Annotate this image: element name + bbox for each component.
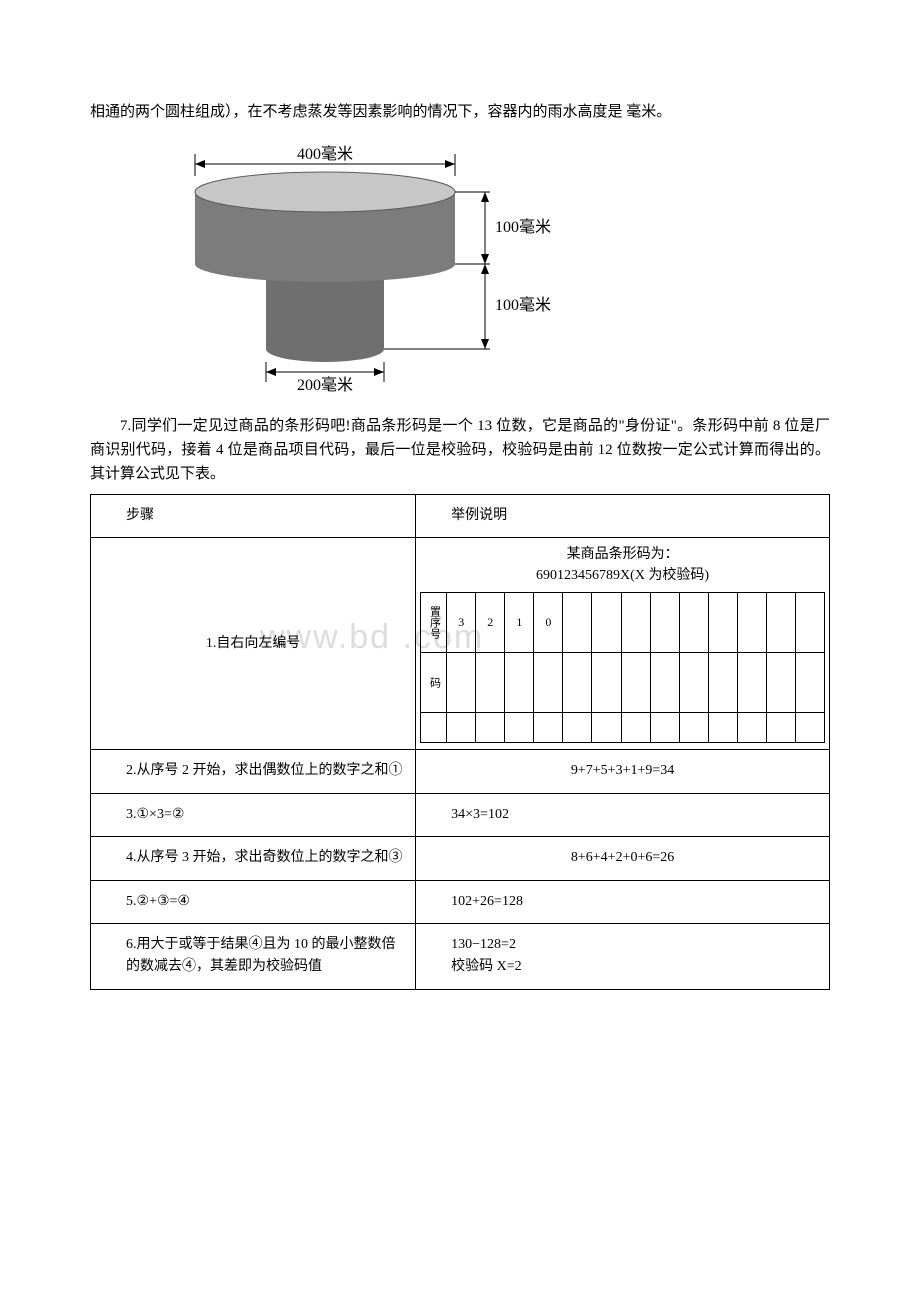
inner-cell bbox=[650, 593, 679, 653]
inner-cell bbox=[476, 713, 505, 743]
inner-cell bbox=[737, 713, 766, 743]
inner-cell bbox=[795, 653, 824, 713]
inner-label-1: 置序号 bbox=[421, 593, 447, 653]
inner-cell: 2 bbox=[476, 593, 505, 653]
inner-cell bbox=[563, 713, 592, 743]
inner-cell bbox=[563, 593, 592, 653]
row6-left: 6.用大于或等于结果④且为 10 的最小整数倍的数减去④，其差即为校验码值 bbox=[91, 923, 416, 989]
inner-cell bbox=[534, 713, 563, 743]
inner-cell bbox=[708, 653, 737, 713]
inner-cell bbox=[621, 653, 650, 713]
inner-cell bbox=[766, 653, 795, 713]
inner-cell bbox=[679, 713, 708, 743]
inner-cell: 1 bbox=[505, 593, 534, 653]
head-right: 举例说明 bbox=[416, 495, 830, 538]
inner-cell bbox=[563, 653, 592, 713]
head-left: 步骤 bbox=[91, 495, 416, 538]
bottom-height-label: 100毫米 bbox=[495, 295, 551, 314]
inner-cell bbox=[679, 653, 708, 713]
row6-right-b: 校验码 X=2 bbox=[451, 956, 817, 978]
page-content: 相通的两个圆柱组成），在不考虑蒸发等因素影响的情况下，容器内的雨水高度是 毫米。… bbox=[90, 100, 830, 990]
inner-cell bbox=[737, 593, 766, 653]
row1-left: 1.自右向左编号 bbox=[91, 538, 416, 750]
inner-cell bbox=[447, 713, 476, 743]
inner-label-2: 码 bbox=[421, 653, 447, 713]
inner-cell bbox=[679, 593, 708, 653]
inner-cell bbox=[592, 593, 621, 653]
row3-right: 34×3=102 bbox=[416, 793, 830, 836]
row6-right-a: 130−128=2 bbox=[451, 934, 817, 956]
inner-cell bbox=[621, 593, 650, 653]
inner-cell bbox=[447, 653, 476, 713]
inner-cell bbox=[737, 653, 766, 713]
row5-right: 102+26=128 bbox=[416, 880, 830, 923]
inner-cell bbox=[708, 713, 737, 743]
bottom-width-label: 200毫米 bbox=[297, 375, 353, 394]
inner-cell: 3 bbox=[447, 593, 476, 653]
cylinder-svg: 400毫米 100毫米 100毫米 200毫米 bbox=[150, 134, 580, 394]
cylinder-diagram: 400毫米 100毫米 100毫米 200毫米 bbox=[150, 134, 830, 394]
inner-cell bbox=[592, 713, 621, 743]
inner-cell bbox=[708, 593, 737, 653]
inner-cell bbox=[795, 713, 824, 743]
row5-left: 5.②+③=④ bbox=[91, 880, 416, 923]
inner-cell bbox=[592, 653, 621, 713]
top-height-label: 100毫米 bbox=[495, 217, 551, 236]
inner-cell: 0 bbox=[534, 593, 563, 653]
barcode-caption: 某商品条形码为： 690123456789X(X 为校验码) bbox=[420, 544, 825, 586]
top-width-label: 400毫米 bbox=[297, 144, 353, 163]
inner-cell bbox=[766, 593, 795, 653]
inner-cell bbox=[650, 653, 679, 713]
inner-cell bbox=[476, 653, 505, 713]
row2-right: 9+7+5+3+1+9=34 bbox=[416, 750, 830, 793]
inner-cell bbox=[650, 713, 679, 743]
row4-right: 8+6+4+2+0+6=26 bbox=[416, 837, 830, 880]
inner-cell bbox=[766, 713, 795, 743]
question-7-text: 7.同学们一定见过商品的条形码吧!商品条形码是一个 13 位数，它是商品的"身份… bbox=[90, 414, 830, 486]
inner-cell bbox=[534, 653, 563, 713]
inner-cell bbox=[795, 593, 824, 653]
inner-barcode-table: 置序号 3 2 1 0 bbox=[420, 592, 825, 743]
inner-cell bbox=[505, 713, 534, 743]
inner-label-blank bbox=[421, 713, 447, 743]
inner-cell bbox=[621, 713, 650, 743]
row3-left: 3.①×3=② bbox=[91, 793, 416, 836]
intro-paragraph-1: 相通的两个圆柱组成），在不考虑蒸发等因素影响的情况下，容器内的雨水高度是 毫米。 bbox=[90, 100, 830, 124]
barcode-table: 步骤 举例说明 1.自右向左编号 某商品条形码为： 690123456789X(… bbox=[90, 494, 830, 990]
row4-left: 4.从序号 3 开始，求出奇数位上的数字之和③ bbox=[91, 837, 416, 880]
row1-right: 某商品条形码为： 690123456789X(X 为校验码) 置序号 3 2 1… bbox=[416, 538, 830, 750]
row2-left: 2.从序号 2 开始，求出偶数位上的数字之和① bbox=[91, 750, 416, 793]
inner-cell bbox=[505, 653, 534, 713]
row6-right: 130−128=2 校验码 X=2 bbox=[416, 923, 830, 989]
